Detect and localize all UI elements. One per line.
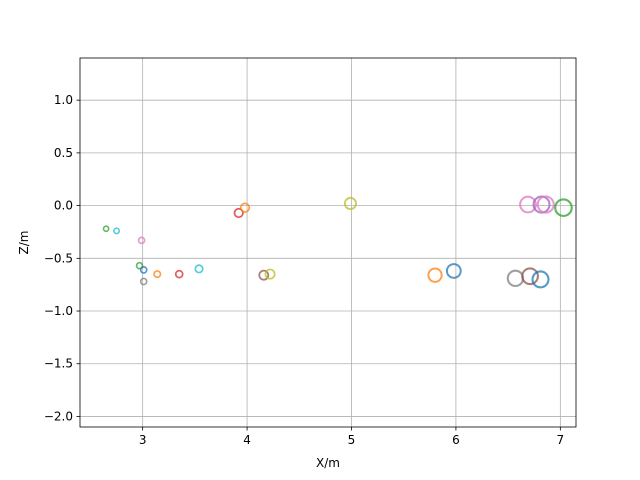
data-points xyxy=(102,195,573,289)
data-point xyxy=(258,269,270,281)
data-point xyxy=(139,277,148,286)
data-point xyxy=(536,195,555,214)
y-tick-label: −1.0 xyxy=(44,304,73,318)
x-tick-label: 3 xyxy=(139,433,147,447)
data-point xyxy=(102,225,110,233)
data-point xyxy=(519,195,537,214)
data-point xyxy=(531,270,550,289)
x-tick-label: 4 xyxy=(243,433,251,447)
x-axis-label: X/m xyxy=(316,456,340,470)
data-point xyxy=(233,207,244,219)
data-point xyxy=(554,198,573,218)
data-point xyxy=(521,267,539,286)
data-point xyxy=(137,236,146,245)
x-tick-label: 5 xyxy=(348,433,356,447)
data-point xyxy=(153,270,162,279)
data-point xyxy=(194,264,204,274)
y-tick-label: −2.0 xyxy=(44,409,73,423)
x-tick-label: 7 xyxy=(557,433,565,447)
data-point xyxy=(239,202,251,213)
plot-frame xyxy=(79,57,577,428)
y-tick-label: 0.5 xyxy=(54,146,73,160)
data-point xyxy=(264,268,276,280)
y-tick-label: −1.5 xyxy=(44,357,73,371)
y-tick-label: −0.5 xyxy=(44,251,73,265)
data-point xyxy=(113,227,121,235)
data-point xyxy=(174,269,184,279)
data-point xyxy=(343,196,358,211)
y-tick-label: 1.0 xyxy=(54,93,73,107)
y-tick-label: 0.0 xyxy=(54,199,73,213)
data-point xyxy=(445,263,462,279)
data-point xyxy=(427,267,443,283)
grid-lines xyxy=(80,58,576,427)
data-point xyxy=(135,261,144,270)
x-tick-label: 6 xyxy=(452,433,460,447)
axis-ticks: 3 4 5 6 7 1.0 0.5 0.0 −0.5 −1.0 −1.5 −2.0 xyxy=(44,93,564,447)
data-point xyxy=(139,266,148,274)
y-axis-label: Z/m xyxy=(17,231,31,255)
